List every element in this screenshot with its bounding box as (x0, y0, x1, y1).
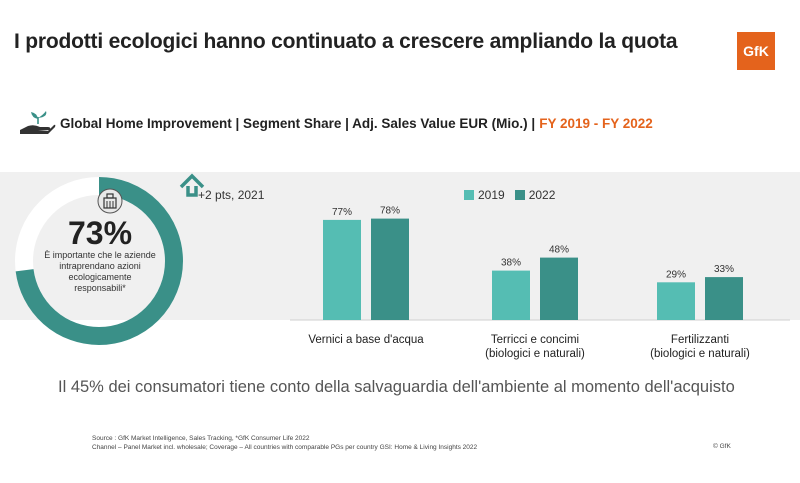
data-label-2019-0: 77% (332, 207, 352, 218)
bar-2019-1 (492, 270, 530, 320)
data-label-2019-1: 38% (501, 258, 521, 269)
building-icon (97, 188, 123, 214)
subtitle-text: Global Home Improvement | Segment Share … (60, 115, 536, 131)
gfk-logo: GfK (737, 32, 775, 70)
bar-chart: 77% 78% Vernici a base d'acqua 38% 48% Terric… (290, 206, 790, 360)
chart-legend: 2019 2022 (464, 188, 565, 202)
bar-2022-0 (371, 218, 409, 320)
legend-item-2022: 2022 (514, 188, 556, 202)
subtitle-period: FY 2019 - FY 2022 (539, 115, 653, 131)
data-label-2022-0: 78% (380, 206, 400, 217)
change-text: +2 pts, 2021 (198, 188, 265, 202)
category-label-1-1: (biologici e naturali) (485, 348, 585, 360)
donut-description: È importante che le aziende intraprendan… (44, 250, 156, 293)
data-label-2022-2: 33% (714, 264, 734, 275)
bar-2019-0 (323, 219, 361, 320)
category-label-2-1: (biologici e naturali) (650, 348, 750, 360)
category-label-2-0: Fertilizzanti (671, 334, 729, 346)
category-label-0-0: Vernici a base d'acqua (308, 334, 424, 346)
copyright: © GfK (713, 443, 731, 450)
up-arrow-icon (179, 173, 205, 197)
source-line-2: Channel – Panel Market incl. wholesale; … (92, 444, 478, 451)
legend-swatch-2022 (514, 190, 525, 200)
legend-label-2022: 2022 (528, 188, 556, 202)
donut-chart (15, 177, 183, 345)
category-label-1-0: Terricci e concimi (491, 334, 579, 346)
legend-item-2019: 2019 (464, 188, 505, 202)
hand-plant-icon (20, 111, 56, 134)
page-title: I prodotti ecologici hanno continuato a … (14, 30, 678, 53)
donut-label: 73% È importante che le aziende intrapre… (44, 216, 156, 294)
donut-value: 73% (67, 215, 133, 251)
source-line-1: Source : GfK Market Intelligence, Sales … (92, 435, 310, 442)
legend-swatch-2019 (464, 190, 474, 200)
footer-statement: Il 45% dei consumatori tiene conto della… (58, 378, 735, 396)
donut-arc (15, 177, 183, 345)
bar-2022-1 (540, 257, 578, 320)
source-note: Source : GfK Market Intelligence, Sales … (92, 434, 477, 452)
data-label-2022-1: 48% (549, 245, 569, 256)
data-label-2019-2: 29% (666, 269, 686, 280)
subtitle: Global Home Improvement | Segment Share … (18, 110, 653, 136)
bar-2019-2 (657, 282, 695, 320)
legend-label-2019: 2019 (478, 188, 505, 202)
bar-2022-2 (705, 277, 743, 320)
